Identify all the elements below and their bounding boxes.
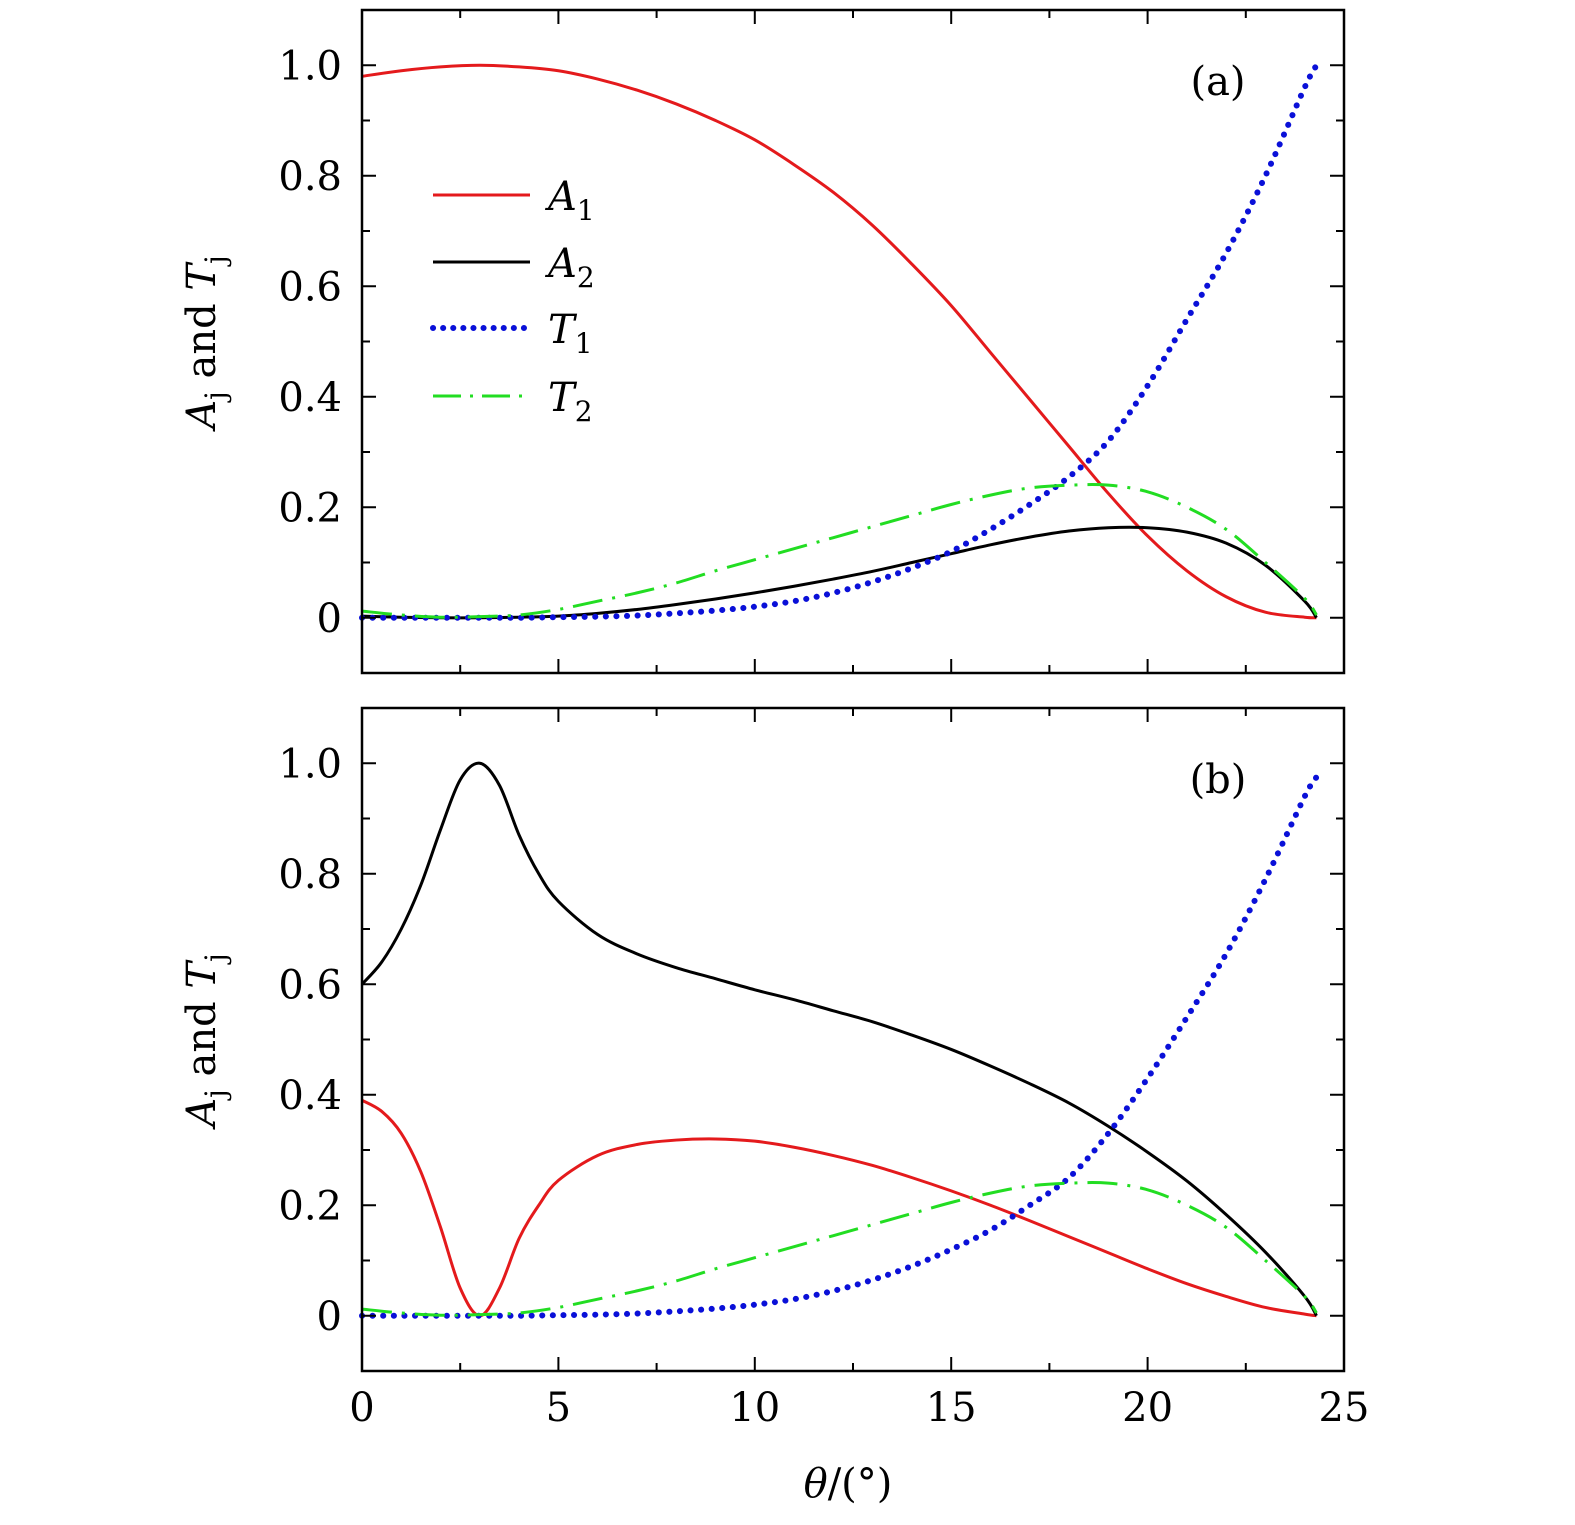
legend-label-t1: T1 bbox=[548, 307, 593, 360]
legend-label-a2: A2 bbox=[544, 241, 595, 294]
panel-a-series-t1 bbox=[359, 62, 1320, 621]
panel-b-ylabel-mid: and bbox=[179, 989, 225, 1090]
panel-a-ytick-label: 0 bbox=[317, 596, 342, 642]
panel-b-ylabel-second-sub: j bbox=[199, 953, 232, 965]
panel-b-label: (b) bbox=[1190, 757, 1247, 803]
panel-b-ytick-label: 0 bbox=[317, 1294, 342, 1340]
legend-label-t2: T2 bbox=[548, 375, 593, 428]
panel-b-xlabel-symbol: θ bbox=[804, 1461, 828, 1507]
panel-b-series-t2 bbox=[361, 1181, 1318, 1317]
panel-b-xlabel-unit: /(°) bbox=[828, 1461, 893, 1507]
panel-a-series-a2 bbox=[361, 525, 1318, 620]
panel-b-xtick-label: 0 bbox=[349, 1385, 374, 1431]
panel-a-ylabel-second-sub: j bbox=[199, 255, 232, 267]
panel-a-series-a1 bbox=[361, 63, 1317, 620]
panel-a-ytick-label: 1.0 bbox=[278, 43, 342, 89]
panel-a-ylabel-mid: and bbox=[179, 291, 225, 392]
panel-a-series-t2 bbox=[361, 483, 1318, 619]
panel-a-frame bbox=[360, 8, 1346, 675]
panel-b-series-a1 bbox=[361, 1098, 1317, 1318]
panel-b-ylabel: Aj and Tj bbox=[179, 953, 232, 1131]
panel-b-ticks: 0 5 10 15 20 25 0 0.2 0.4 0.6 0.8 1.0 bbox=[278, 708, 1369, 1431]
panel-a-ylabel-main-sub: j bbox=[199, 391, 232, 403]
panel-a-ylabel-main: A bbox=[179, 400, 225, 433]
panel-b-ylabel-second: T bbox=[179, 959, 225, 989]
panel-b-ytick-label: 0.6 bbox=[278, 962, 342, 1008]
panel-b: 0 5 10 15 20 25 0 0.2 0.4 0.6 0.8 1.0 (b) Aj and Tj… bbox=[179, 706, 1369, 1507]
panel-a-series bbox=[359, 62, 1320, 621]
panel-b-ytick-label: 1.0 bbox=[278, 741, 342, 787]
panel-a-ytick-label: 0.2 bbox=[278, 485, 342, 531]
panel-a-ytick-label: 0.6 bbox=[278, 264, 342, 310]
panel-b-xtick-label: 10 bbox=[729, 1385, 780, 1431]
panel-b-ytick-label: 0.4 bbox=[278, 1073, 342, 1119]
panel-b-series-a2 bbox=[360, 761, 1318, 1317]
panel-a: 0 0.2 0.4 0.6 0.8 1.0 (a) Aj and Tj A1 A2 T1 … bbox=[179, 8, 1346, 675]
legend: A1 A2 T1 T2 bbox=[430, 174, 595, 428]
panel-b-xtick-label: 20 bbox=[1122, 1385, 1173, 1431]
panel-b-xtick-label: 15 bbox=[926, 1385, 977, 1431]
panel-b-ylabel-main: A bbox=[179, 1098, 225, 1131]
panel-b-ylabel-main-sub: j bbox=[199, 1089, 232, 1101]
panel-a-ylabel: Aj and Tj bbox=[179, 255, 232, 433]
panel-b-xlabel: θ/(°) bbox=[804, 1461, 893, 1507]
panel-b-xtick-label: 25 bbox=[1319, 1385, 1370, 1431]
panel-a-ticks: 0 0.2 0.4 0.6 0.8 1.0 bbox=[278, 10, 1345, 673]
legend-label-a1: A1 bbox=[544, 174, 595, 227]
panel-a-ytick-label: 0.4 bbox=[278, 375, 342, 421]
panel-b-ytick-label: 0.2 bbox=[278, 1183, 342, 1229]
panel-b-series bbox=[359, 761, 1320, 1319]
panel-b-xtick-label: 5 bbox=[546, 1385, 571, 1431]
panel-a-ytick-label: 0.8 bbox=[278, 154, 342, 200]
panel-b-series-t1 bbox=[359, 774, 1320, 1319]
panel-a-ylabel-second: T bbox=[179, 261, 225, 291]
panel-a-label: (a) bbox=[1190, 59, 1245, 105]
panel-b-ytick-label: 0.8 bbox=[278, 852, 342, 898]
